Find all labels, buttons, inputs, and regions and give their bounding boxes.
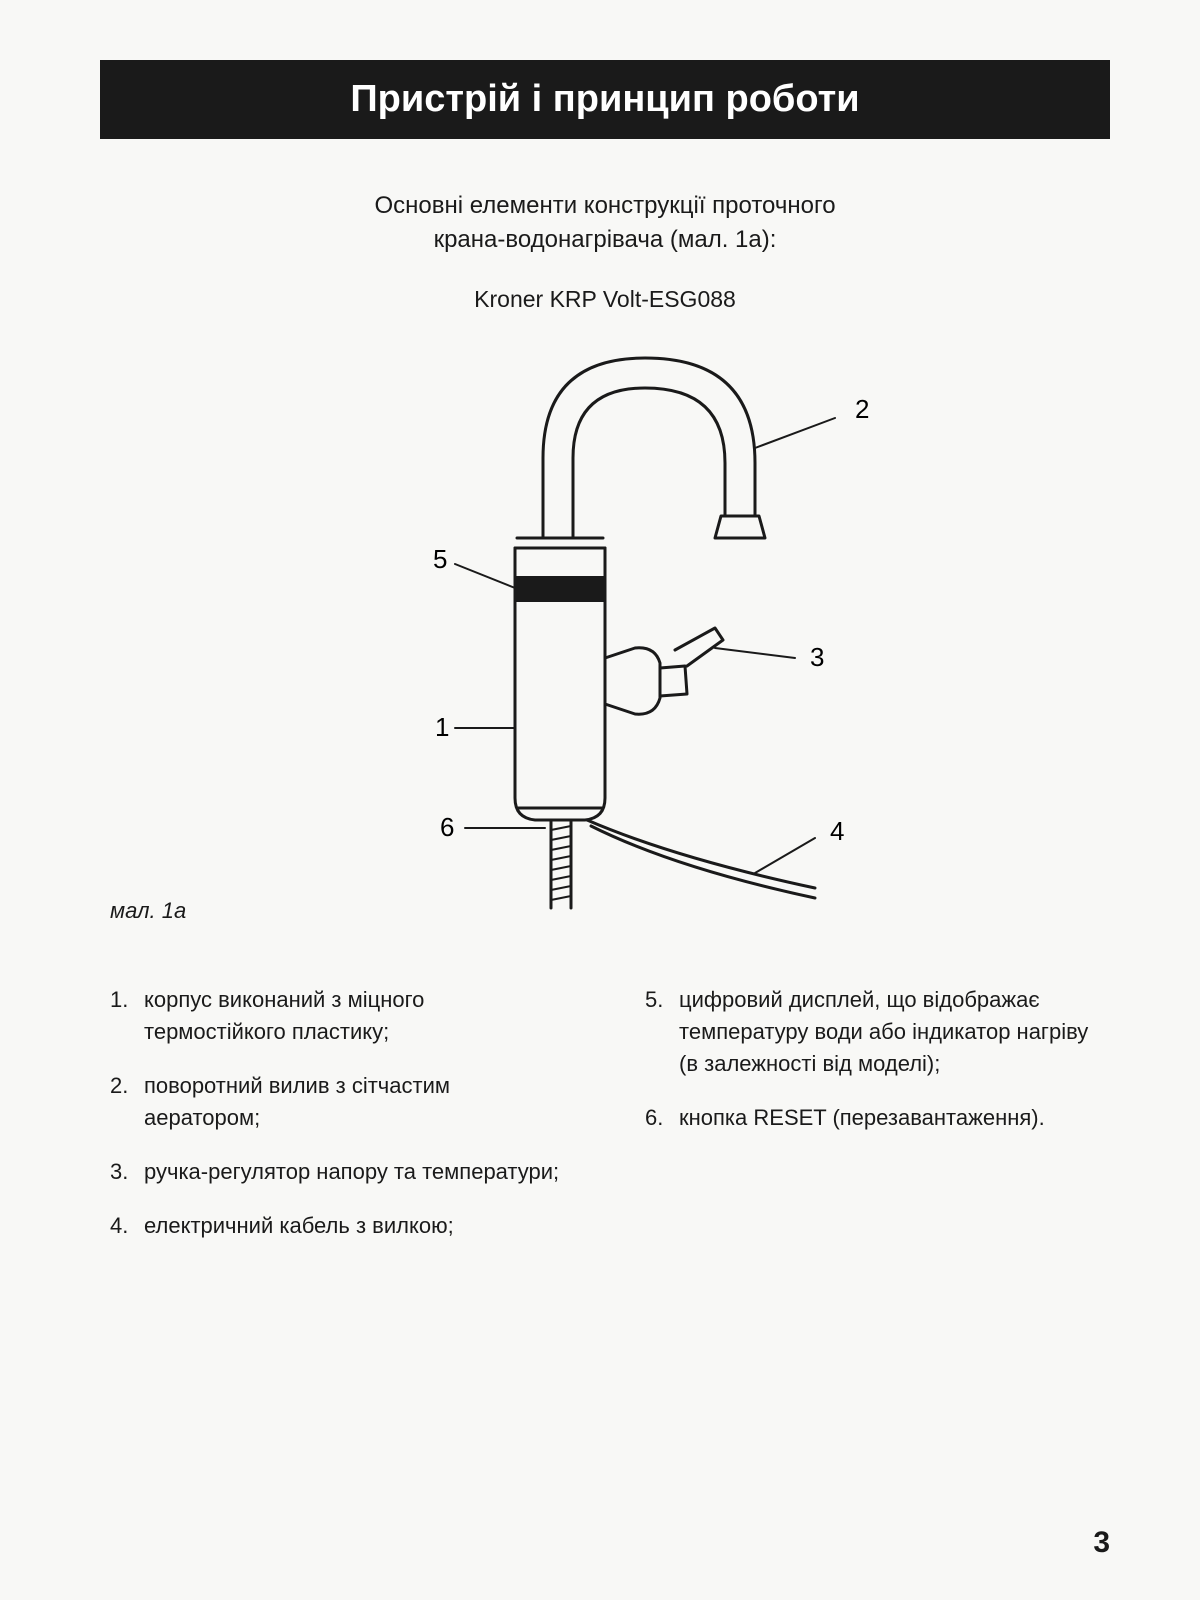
callout-3: 3 [810, 642, 824, 672]
callout-2: 2 [855, 394, 869, 424]
callout-4: 4 [830, 816, 844, 846]
intro-line-1: Основні елементи конструкції проточного [374, 192, 835, 219]
legend: 1. корпус виконаний з міцного термостійк… [100, 984, 1110, 1263]
legend-num: 2. [110, 1070, 144, 1134]
legend-num: 1. [110, 984, 144, 1048]
legend-text: поворотний вилив з сітчастим аератором; [144, 1070, 565, 1134]
legend-column-right: 5. цифровий дисплей, що відображає темпе… [645, 984, 1100, 1263]
legend-text: кнопка RESET (перезавантаження). [679, 1102, 1100, 1134]
intro-line-2: крана-водонагрівача (мал. 1а): [434, 226, 777, 253]
legend-text: ручка-регулятор напору та температури; [144, 1156, 565, 1188]
model-name: Kroner KRP Volt-ESG088 [100, 286, 1110, 313]
legend-num: 5. [645, 984, 679, 1080]
legend-item: 1. корпус виконаний з міцного термостійк… [110, 984, 565, 1048]
legend-text: електричний кабель з вилкою; [144, 1210, 565, 1242]
legend-item: 4. електричний кабель з вилкою; [110, 1210, 565, 1242]
callout-1: 1 [435, 712, 449, 742]
diagram-container: 2 5 3 1 6 4 [100, 328, 1110, 948]
callout-5: 5 [433, 544, 447, 574]
legend-text: корпус виконаний з міцного термостійкого… [144, 984, 565, 1048]
callout-6: 6 [440, 812, 454, 842]
legend-column-left: 1. корпус виконаний з міцного термостійк… [110, 984, 565, 1263]
legend-item: 3. ручка-регулятор напору та температури… [110, 1156, 565, 1188]
legend-num: 6. [645, 1102, 679, 1134]
legend-text: цифровий дисплей, що відображає температ… [679, 984, 1100, 1080]
section-title: Пристрій і принцип роботи [100, 60, 1110, 139]
faucet-diagram: 2 5 3 1 6 4 [255, 328, 955, 948]
legend-item: 2. поворотний вилив з сітчастим аераторо… [110, 1070, 565, 1134]
legend-item: 5. цифровий дисплей, що відображає темпе… [645, 984, 1100, 1080]
legend-num: 3. [110, 1156, 144, 1188]
legend-num: 4. [110, 1210, 144, 1242]
intro-text: Основні елементи конструкції проточного … [100, 189, 1110, 256]
legend-item: 6. кнопка RESET (перезавантаження). [645, 1102, 1100, 1134]
page-number: 3 [1093, 1526, 1110, 1560]
